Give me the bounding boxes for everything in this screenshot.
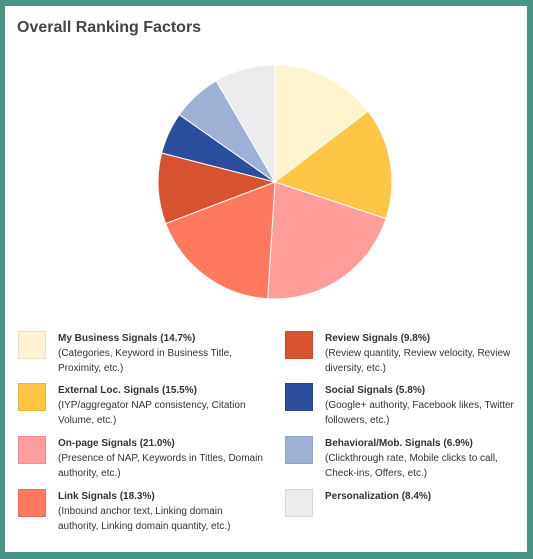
pie-slice-external-loc-signals xyxy=(273,110,393,220)
legend-swatch xyxy=(285,383,313,411)
pie-slice-personalization xyxy=(215,64,276,184)
legend-swatch xyxy=(285,489,313,517)
chart-title: Overall Ranking Factors xyxy=(17,19,202,36)
legend-label: My Business Signals xyxy=(58,333,158,344)
legend-value: (8.4%) xyxy=(401,491,432,502)
legend-value: (21.0%) xyxy=(139,438,175,449)
legend-swatch xyxy=(18,383,46,411)
pie-chart xyxy=(157,64,393,300)
chart-frame: Overall Ranking Factors My Business Sign… xyxy=(5,6,527,552)
legend-label: Personalization xyxy=(325,491,399,502)
legend-label: Behavioral/Mob. Signals xyxy=(325,438,441,449)
legend-description: (Categories, Keyword in Business Title, … xyxy=(58,348,232,374)
pie-slice-link-signals xyxy=(164,181,276,300)
legend-swatch xyxy=(285,331,313,359)
legend-description: (IYP/aggregator NAP consistency, Citatio… xyxy=(58,400,246,426)
legend-value: (5.8%) xyxy=(395,385,426,396)
legend-value: (15.5%) xyxy=(161,385,197,396)
legend-label: External Loc. Signals xyxy=(58,385,160,396)
legend-description: (Google+ authority, Facebook likes, Twit… xyxy=(325,400,514,426)
legend-description: (Clickthrough rate, Mobile clicks to cal… xyxy=(325,453,498,479)
legend-value: (6.9%) xyxy=(443,438,473,449)
legend-label: Review Signals xyxy=(325,333,398,344)
pie-slice-my-business-signals xyxy=(274,64,369,184)
legend-label: On-page Signals xyxy=(58,438,137,449)
legend-description: (Presence of NAP, Keywords in Titles, Do… xyxy=(58,453,263,479)
legend-label: Link Signals xyxy=(58,491,117,502)
legend-swatch xyxy=(18,436,46,464)
legend-label: Social Signals xyxy=(325,385,393,396)
legend-description: (Review quantity, Review velocity, Revie… xyxy=(325,348,511,374)
legend-value: (18.3%) xyxy=(119,491,155,502)
legend-swatch xyxy=(18,331,46,359)
pie-slice-on-page-signals xyxy=(267,181,387,300)
legend-swatch xyxy=(18,489,46,517)
legend-value: (14.7%) xyxy=(160,333,196,344)
legend-value: (9.8%) xyxy=(400,333,431,344)
legend-description: (Inbound anchor text, Linking domain aut… xyxy=(58,506,231,532)
legend-swatch xyxy=(285,436,313,464)
